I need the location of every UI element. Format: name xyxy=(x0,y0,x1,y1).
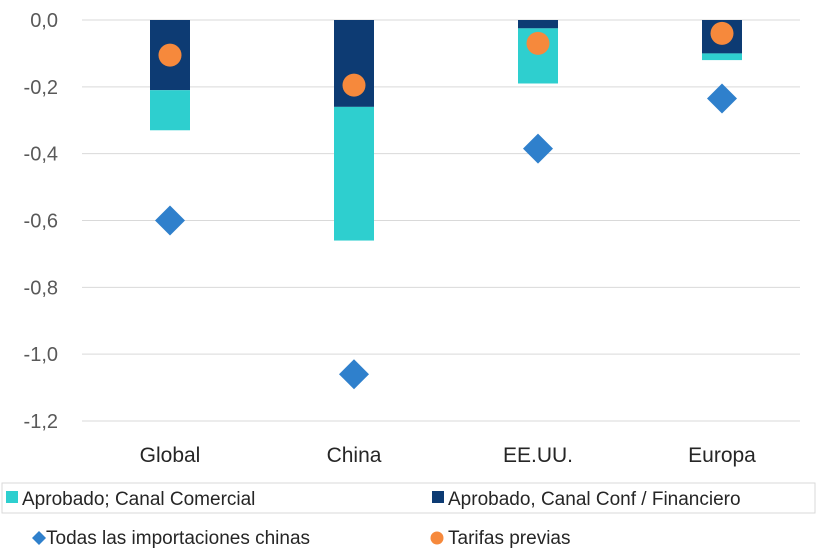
legend-label: Aprobado, Canal Conf / Financiero xyxy=(448,489,741,510)
y-axis-tick-labels: 0,0 -0,2 -0,4 -0,6 -0,8 -1,0 -1,2 xyxy=(24,10,58,433)
circle-marker xyxy=(710,21,734,45)
legend-item-canal-comercial: Aprobado; Canal Comercial xyxy=(6,489,255,510)
legend-label: Aprobado; Canal Comercial xyxy=(22,489,255,510)
legend-item-tarifas-previas: Tarifas previas xyxy=(430,528,571,549)
legend-swatch xyxy=(432,491,444,503)
legend-swatch xyxy=(6,491,18,503)
x-category-label: Europa xyxy=(688,444,756,467)
bar-segment xyxy=(150,90,190,131)
legend-circle-icon xyxy=(430,531,444,545)
bar-segment xyxy=(702,53,742,61)
legend-border xyxy=(1,482,816,514)
diamond-marker xyxy=(523,133,553,164)
legend-item-todas-importaciones: Todas las importaciones chinas xyxy=(32,528,310,549)
bar-segment xyxy=(334,106,374,241)
bars xyxy=(150,20,742,241)
y-tick-label: -0,6 xyxy=(24,211,58,233)
legend-label: Todas las importaciones chinas xyxy=(46,528,310,549)
x-category-label: China xyxy=(327,444,382,467)
gridlines xyxy=(82,19,800,422)
legend: Aprobado; Canal Comercial Aprobado, Cana… xyxy=(1,482,816,549)
y-tick-label: -1,0 xyxy=(24,344,58,366)
diamond-marker xyxy=(339,359,369,390)
legend-label: Tarifas previas xyxy=(448,528,571,549)
circle-marker xyxy=(158,43,182,67)
y-tick-label: -0,8 xyxy=(24,277,58,299)
x-category-label: Global xyxy=(140,444,201,467)
x-category-label: EE.UU. xyxy=(503,444,573,467)
diamond-marker xyxy=(155,205,185,236)
y-tick-label: 0,0 xyxy=(30,10,58,32)
diamond-marker xyxy=(707,83,737,114)
y-tick-label: -1,2 xyxy=(24,411,58,433)
legend-diamond-icon xyxy=(32,531,46,545)
y-tick-label: -0,4 xyxy=(24,144,58,166)
x-axis-category-labels: Global China EE.UU. Europa xyxy=(140,444,757,467)
markers xyxy=(155,21,737,390)
legend-item-canal-conf-financiero: Aprobado, Canal Conf / Financiero xyxy=(432,489,741,510)
y-tick-label: -0,2 xyxy=(24,77,58,99)
circle-marker xyxy=(526,31,550,55)
bar-segment xyxy=(518,20,558,29)
circle-marker xyxy=(342,73,366,97)
